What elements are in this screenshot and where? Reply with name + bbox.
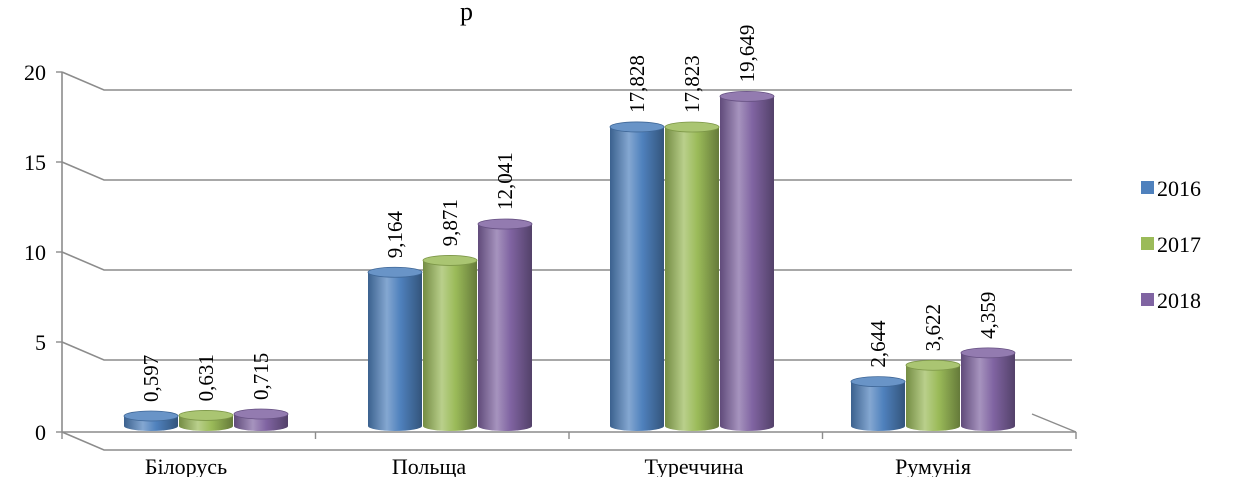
legend-swatch: [1141, 237, 1154, 250]
bar: [719, 90, 775, 431]
chart-title: р: [460, 0, 473, 26]
bar: [664, 121, 720, 432]
data-label: 0,631: [194, 354, 218, 401]
y-tick-label: 5: [35, 330, 46, 355]
bar: [477, 218, 533, 431]
data-label: 17,823: [680, 55, 704, 113]
legend-swatch: [1141, 293, 1154, 306]
category-label: Румунія: [895, 454, 971, 477]
bar: [850, 376, 906, 431]
category-labels: Білорусь Польща Туреччина Румунія: [145, 454, 971, 477]
data-label: 3,622: [921, 304, 945, 351]
bar: [609, 121, 665, 431]
category-label: Польща: [392, 454, 467, 477]
bars: [123, 90, 1016, 432]
bar: [233, 408, 289, 431]
bar: [905, 359, 961, 431]
floor-edge: [1031, 413, 1077, 433]
category-label: Туреччина: [645, 454, 744, 477]
y-tick-label: 10: [24, 240, 46, 265]
data-label: 0,715: [249, 353, 273, 400]
data-label: 9,871: [438, 199, 462, 246]
y-tick-label: 15: [24, 150, 46, 175]
data-label: 9,164: [383, 211, 407, 259]
bar: [367, 266, 423, 431]
bar: [178, 410, 234, 431]
gridline: [61, 71, 1072, 91]
gridline: [61, 251, 1072, 271]
bar: [123, 410, 179, 431]
data-label: 2,644: [866, 320, 890, 368]
data-labels: 0,597 0,631 0,715 9,164 9,871 12,041 17,828 17,…: [139, 25, 1000, 402]
data-label: 17,828: [625, 55, 649, 113]
gridline: [61, 161, 1072, 181]
gridline: [61, 431, 1072, 451]
data-label: 4,359: [976, 292, 1000, 339]
category-label: Білорусь: [145, 454, 227, 477]
bar: [960, 347, 1016, 431]
data-label: 12,041: [493, 152, 517, 210]
legend: 2016 2017 2018: [1141, 176, 1201, 313]
legend-label: 2018: [1157, 288, 1201, 313]
legend-label: 2016: [1157, 176, 1201, 201]
data-label: 0,597: [139, 355, 163, 402]
legend-label: 2017: [1157, 232, 1201, 257]
bar: [422, 255, 478, 431]
y-tick-label: 20: [24, 60, 46, 85]
y-tick-label: 0: [35, 420, 46, 445]
legend-swatch: [1141, 181, 1154, 194]
y-axis-ticks: 0 5 10 15 20: [24, 60, 62, 445]
data-label: 19,649: [735, 25, 759, 83]
